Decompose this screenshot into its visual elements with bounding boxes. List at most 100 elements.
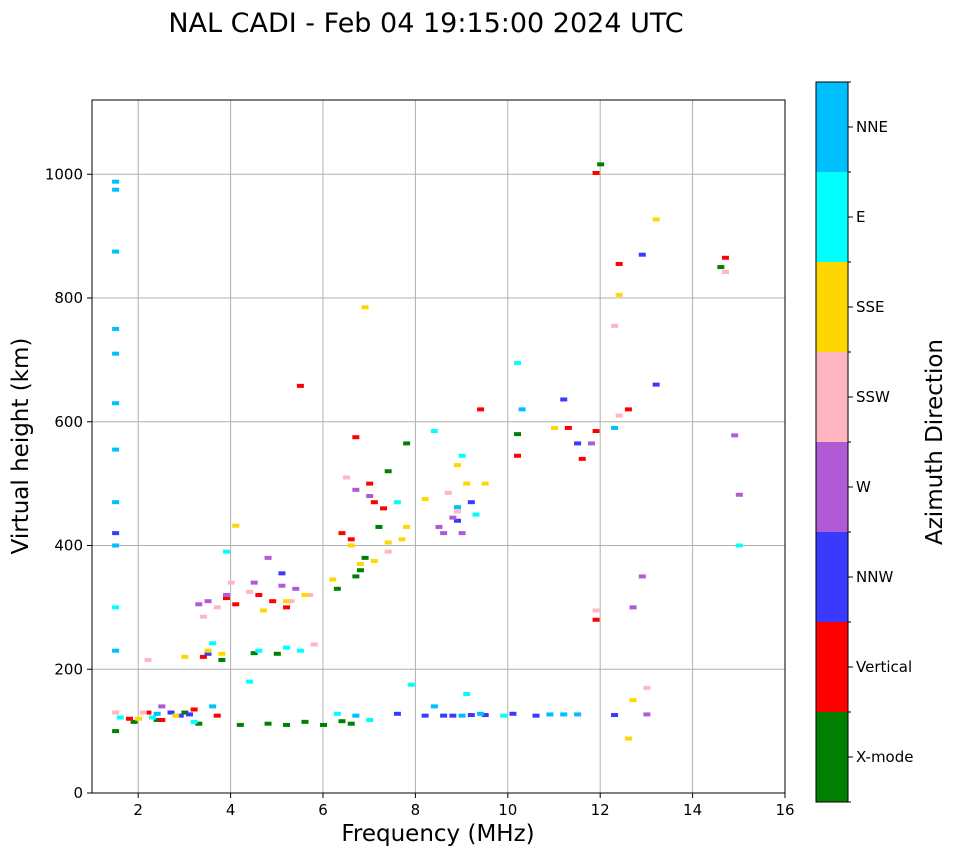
y-tick-label: 200 xyxy=(54,660,83,678)
point-nnw xyxy=(112,531,120,536)
point-x-mode xyxy=(195,721,203,726)
point-w xyxy=(352,487,360,492)
colorbar-tick-label: SSE xyxy=(856,298,885,316)
point-nne xyxy=(546,712,554,717)
point-ssw xyxy=(112,710,120,715)
x-tick-label: 8 xyxy=(411,801,421,819)
point-e xyxy=(255,648,263,653)
point-x-mode xyxy=(361,555,369,560)
point-sse xyxy=(624,736,632,741)
point-ssw xyxy=(213,605,221,610)
point-x-mode xyxy=(218,657,226,662)
point-nne xyxy=(458,713,466,718)
point-vertical xyxy=(347,537,355,542)
point-w xyxy=(458,531,466,536)
point-ssw xyxy=(643,685,651,690)
point-nne xyxy=(112,179,120,184)
point-e xyxy=(514,360,522,365)
point-nnw xyxy=(481,713,489,718)
point-w xyxy=(278,583,286,588)
point-x-mode xyxy=(320,722,327,727)
point-nne xyxy=(153,711,161,716)
point-x-mode xyxy=(356,568,364,573)
colorbar-segment-x-mode xyxy=(816,712,848,802)
point-nne xyxy=(112,249,120,254)
point-e xyxy=(393,500,401,505)
point-nnw xyxy=(449,713,457,718)
colorbar: X-mode Vertical NNW W SSW SSE E NNE xyxy=(816,81,913,803)
point-vertical xyxy=(213,713,221,718)
point-sse xyxy=(551,425,558,430)
y-tick-label: 600 xyxy=(54,413,83,431)
point-sse xyxy=(218,651,226,656)
x-axis-ticks: 2 4 6 8 10 12 14 16 xyxy=(133,793,795,819)
point-nne xyxy=(112,543,120,548)
point-w xyxy=(250,580,258,585)
point-w xyxy=(638,574,646,579)
point-ssw xyxy=(615,413,623,418)
point-e xyxy=(190,719,198,724)
point-w xyxy=(629,605,637,610)
grid-lines xyxy=(92,100,786,794)
x-axis-label: Frequency (MHz) xyxy=(341,821,534,847)
y-tick-label: 1000 xyxy=(45,165,83,183)
point-e xyxy=(463,692,471,696)
point-x-mode xyxy=(403,441,411,446)
point-nnw xyxy=(204,651,212,656)
y-tick-label: 0 xyxy=(73,784,83,802)
x-tick-label: 14 xyxy=(683,801,702,819)
point-sse xyxy=(329,577,337,582)
point-w xyxy=(440,531,448,536)
point-nne xyxy=(560,712,568,717)
point-vertical xyxy=(199,654,207,659)
point-nne xyxy=(453,505,461,510)
plot-frame xyxy=(91,99,786,794)
point-nne xyxy=(574,712,582,717)
point-nnw xyxy=(453,518,461,523)
point-vertical xyxy=(592,171,600,176)
point-vertical xyxy=(615,261,623,266)
point-e xyxy=(458,453,466,458)
point-x-mode xyxy=(250,651,258,656)
point-nnw xyxy=(652,382,660,387)
colorbar-label: Azimuth Direction xyxy=(922,339,948,545)
y-tick-label: 800 xyxy=(54,289,83,307)
point-w xyxy=(643,712,651,717)
point-x-mode xyxy=(130,719,138,724)
point-vertical xyxy=(283,605,291,610)
point-nne xyxy=(112,401,120,406)
point-vertical xyxy=(370,500,378,505)
point-x-mode xyxy=(264,721,272,726)
point-sse xyxy=(283,599,291,604)
point-x-mode xyxy=(384,469,392,474)
point-ssw xyxy=(144,657,152,662)
point-nnw xyxy=(467,713,475,718)
y-tick-label: 400 xyxy=(54,537,83,555)
point-sse xyxy=(398,537,406,542)
point-vertical xyxy=(721,255,729,260)
point-w xyxy=(264,555,272,560)
point-x-mode xyxy=(352,574,360,579)
x-tick-label: 12 xyxy=(591,801,610,819)
point-vertical xyxy=(255,593,263,597)
colorbar-tick-label: NNE xyxy=(856,118,888,136)
point-nne xyxy=(477,711,485,716)
point-sse xyxy=(421,497,429,502)
x-tick-label: 2 xyxy=(133,801,143,819)
point-e xyxy=(283,645,291,650)
point-w xyxy=(731,433,739,438)
point-nne xyxy=(112,187,120,192)
point-nne xyxy=(611,425,619,430)
colorbar-tick-label: NNW xyxy=(856,568,893,586)
point-w xyxy=(449,515,457,520)
point-w xyxy=(195,602,203,607)
point-nne xyxy=(209,704,217,709)
point-sse xyxy=(356,562,364,567)
point-nnw xyxy=(167,710,175,715)
point-e xyxy=(246,679,254,684)
point-nne xyxy=(352,713,360,718)
point-x-mode xyxy=(717,265,725,270)
point-vertical xyxy=(578,456,586,461)
point-sse xyxy=(301,593,309,597)
colorbar-segment-ssw xyxy=(816,352,848,442)
